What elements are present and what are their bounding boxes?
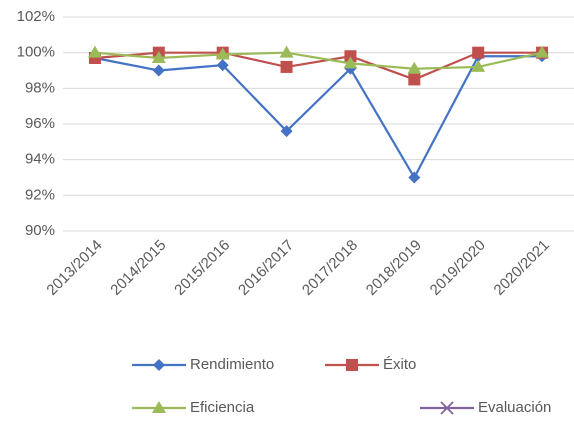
series-line <box>94 51 543 70</box>
legend-label: Evaluación <box>478 399 551 416</box>
marker <box>152 401 166 413</box>
x-tick-label: 2016/2017 <box>235 237 297 299</box>
marker <box>279 45 294 58</box>
x-tick-label: 2019/2020 <box>427 237 489 299</box>
x-tick-label: 2014/2015 <box>107 237 169 299</box>
marker <box>152 64 165 77</box>
y-tick-label: 100% <box>17 44 55 61</box>
marker <box>151 51 166 64</box>
y-tick-label: 92% <box>25 186 55 203</box>
marker <box>408 73 421 86</box>
legend-label: Eficiencia <box>190 399 255 416</box>
y-tick-label: 96% <box>25 115 55 132</box>
marker <box>343 56 358 69</box>
marker <box>153 359 165 371</box>
x-tick-label: 2013/2014 <box>43 237 105 299</box>
legend-label: Éxito <box>383 356 416 373</box>
x-tick-label: 2018/2019 <box>363 237 425 299</box>
x-tick-label: 2017/2018 <box>299 237 361 299</box>
marker <box>344 50 357 63</box>
y-tick-label: 102% <box>17 8 55 25</box>
marker <box>88 52 101 65</box>
marker <box>87 45 102 58</box>
marker <box>408 171 421 184</box>
marker <box>535 45 550 58</box>
series-line <box>94 51 543 81</box>
legend-label: Rendimiento <box>190 356 274 373</box>
marker <box>346 359 358 371</box>
series-line <box>94 55 543 180</box>
marker <box>216 59 229 72</box>
marker <box>407 61 422 74</box>
x-tick-label: 2015/2016 <box>171 237 233 299</box>
y-tick-label: 90% <box>25 222 55 239</box>
marker <box>280 125 293 138</box>
marker <box>472 46 485 59</box>
marker <box>280 60 293 73</box>
marker <box>215 47 230 60</box>
marker <box>471 59 486 72</box>
y-tick-label: 98% <box>25 79 55 96</box>
marker <box>440 401 454 415</box>
y-tick-label: 94% <box>25 151 55 168</box>
x-tick-label: 2020/2021 <box>491 237 553 299</box>
